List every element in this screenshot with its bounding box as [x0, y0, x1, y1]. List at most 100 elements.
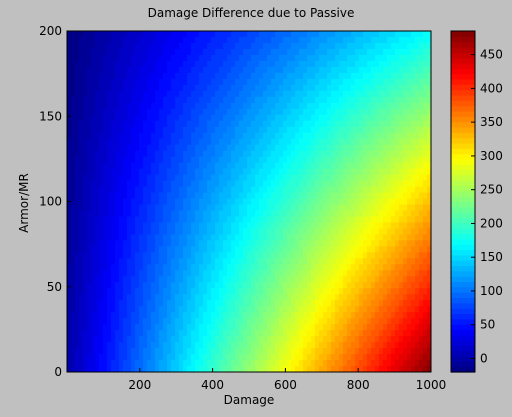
- heatmap-cell: [267, 282, 272, 289]
- heatmap-cell: [147, 192, 152, 200]
- heatmap-cell: [379, 36, 384, 44]
- heatmap-cell: [255, 318, 260, 325]
- heatmap-cell: [179, 96, 184, 104]
- heatmap-cell: [339, 324, 344, 331]
- heatmap-cell: [163, 180, 168, 188]
- heatmap-cell: [119, 31, 124, 38]
- heatmap-cell: [359, 180, 364, 188]
- heatmap-cell: [71, 36, 76, 44]
- heatmap-cell: [247, 90, 252, 98]
- heatmap-cell: [199, 126, 204, 134]
- heatmap-cell: [395, 210, 400, 218]
- heatmap-cell: [167, 78, 172, 86]
- heatmap-cell: [395, 150, 400, 158]
- heatmap-cell: [287, 330, 292, 337]
- heatmap-cell: [215, 42, 220, 50]
- heatmap-cell: [379, 240, 384, 247]
- heatmap-cell: [323, 60, 328, 68]
- heatmap-cell: [339, 31, 344, 38]
- heatmap-cell: [287, 204, 292, 212]
- heatmap-cell: [347, 126, 352, 134]
- heatmap-cell: [67, 210, 72, 218]
- heatmap-cell: [323, 312, 328, 319]
- heatmap-cell: [211, 222, 216, 230]
- heatmap-cell: [367, 90, 372, 98]
- heatmap-cell: [419, 282, 424, 289]
- heatmap-cell: [375, 180, 380, 188]
- heatmap-cell: [415, 102, 420, 110]
- heatmap-cell: [331, 192, 336, 200]
- heatmap-cell: [251, 60, 256, 68]
- heatmap-cell: [331, 198, 336, 206]
- heatmap-cell: [419, 126, 424, 134]
- heatmap-cell: [327, 180, 332, 188]
- heatmap-cell: [79, 156, 84, 164]
- heatmap-cell: [363, 120, 368, 128]
- heatmap-cell: [167, 174, 172, 182]
- heatmap-cell: [227, 138, 232, 146]
- heatmap-cell: [303, 276, 308, 283]
- heatmap-cell: [191, 36, 196, 44]
- heatmap-cell: [347, 144, 352, 152]
- heatmap-cell: [175, 174, 180, 182]
- heatmap-cell: [183, 204, 188, 212]
- heatmap-cell: [399, 276, 404, 283]
- heatmap-cell: [323, 156, 328, 164]
- heatmap-cell: [99, 108, 104, 116]
- heatmap-cell: [223, 120, 228, 128]
- heatmap-cell: [347, 78, 352, 86]
- heatmap-cell: [235, 132, 240, 140]
- heatmap-cell: [323, 31, 328, 38]
- heatmap-cell: [363, 216, 368, 224]
- heatmap-cell: [331, 168, 336, 176]
- heatmap-cell: [387, 276, 392, 283]
- heatmap-cell: [99, 144, 104, 152]
- heatmap-cell: [291, 342, 296, 349]
- heatmap-cell: [423, 102, 428, 110]
- heatmap-cell: [359, 90, 364, 98]
- heatmap-cell: [259, 252, 264, 259]
- heatmap-cell: [311, 180, 316, 188]
- heatmap-cell: [231, 216, 236, 224]
- heatmap-cell: [331, 174, 336, 182]
- heatmap-cell: [131, 114, 136, 122]
- heatmap-cell: [127, 342, 132, 349]
- heatmap-cell: [171, 66, 176, 74]
- heatmap-cell: [335, 60, 340, 68]
- heatmap-cell: [135, 102, 140, 110]
- heatmap-cell: [95, 120, 100, 128]
- heatmap-cell: [143, 162, 148, 170]
- heatmap-cell: [139, 114, 144, 122]
- heatmap-cell: [335, 102, 340, 110]
- heatmap-cell: [111, 306, 116, 313]
- heatmap-cell: [291, 66, 296, 74]
- heatmap-cell: [115, 114, 120, 122]
- heatmap-cell: [139, 204, 144, 212]
- heatmap-cell: [135, 306, 140, 313]
- heatmap-cell: [295, 264, 300, 271]
- heatmap-cell: [311, 294, 316, 301]
- heatmap-cell: [99, 240, 104, 247]
- heatmap-cell: [315, 90, 320, 98]
- heatmap-cell: [311, 300, 316, 307]
- heatmap-cell: [207, 348, 212, 355]
- heatmap-cell: [387, 198, 392, 206]
- heatmap-cell: [367, 150, 372, 158]
- heatmap-cell: [199, 288, 204, 295]
- heatmap-cell: [107, 276, 112, 283]
- heatmap-cell: [83, 174, 88, 182]
- heatmap-cell: [315, 264, 320, 271]
- heatmap-cell: [343, 120, 348, 128]
- heatmap-cell: [427, 324, 431, 331]
- heatmap-cell: [391, 312, 396, 319]
- heatmap-cell: [415, 234, 420, 241]
- heatmap-cell: [163, 318, 168, 325]
- heatmap-cell: [319, 120, 324, 128]
- heatmap-cell: [239, 246, 244, 253]
- heatmap-cell: [119, 306, 124, 313]
- heatmap-cell: [311, 126, 316, 134]
- heatmap-cell: [71, 138, 76, 146]
- heatmap-cell: [143, 282, 148, 289]
- heatmap-cell: [407, 78, 412, 86]
- heatmap-cell: [291, 210, 296, 218]
